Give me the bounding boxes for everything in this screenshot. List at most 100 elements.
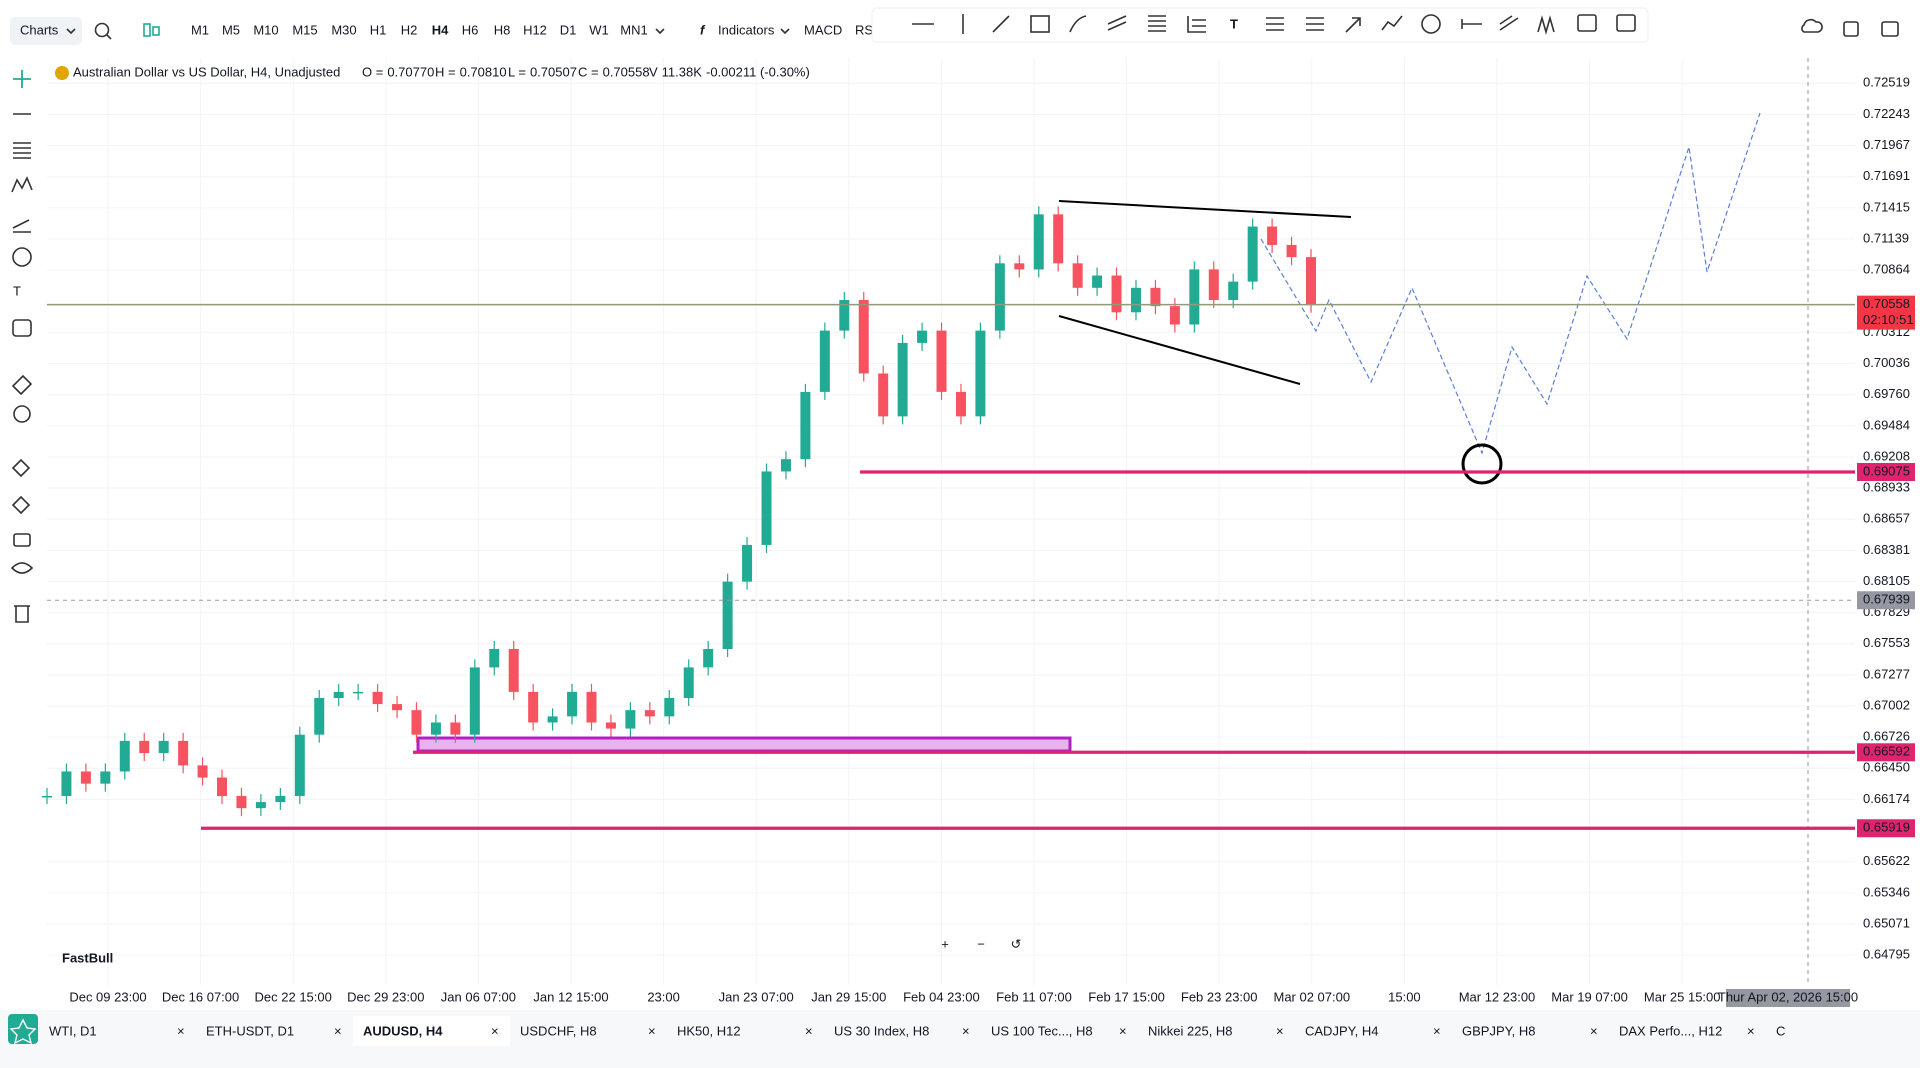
timeframe-button[interactable]: D1 bbox=[560, 22, 577, 37]
tab-label[interactable]: C bbox=[1776, 1023, 1785, 1038]
tab-close[interactable]: × bbox=[1590, 1023, 1598, 1038]
tab-close[interactable]: × bbox=[334, 1023, 342, 1038]
left-toolbar: T bbox=[10, 70, 34, 623]
candle bbox=[858, 300, 869, 374]
tab-close[interactable]: × bbox=[1276, 1023, 1284, 1038]
time-tick-label: Dec 16 07:00 bbox=[162, 989, 239, 1004]
candle bbox=[683, 667, 694, 698]
time-tick-label: Jan 23 07:00 bbox=[719, 989, 794, 1004]
timeframe-button[interactable]: MN1 bbox=[620, 22, 647, 37]
timeframe-button[interactable]: H2 bbox=[401, 22, 418, 37]
candle bbox=[80, 771, 91, 784]
timeframe-button[interactable]: H8 bbox=[494, 22, 511, 37]
candle bbox=[275, 795, 286, 803]
timeframe-button[interactable]: H6 bbox=[462, 22, 479, 37]
timeframe-button[interactable]: W1 bbox=[589, 22, 609, 37]
price-tick-label: 0.70864 bbox=[1863, 262, 1910, 277]
tab-close[interactable]: × bbox=[177, 1023, 185, 1038]
candle bbox=[294, 734, 305, 796]
time-tick-label: Mar 12 23:00 bbox=[1459, 989, 1536, 1004]
timeframe-button[interactable]: M5 bbox=[222, 22, 240, 37]
price-tick-label: 0.67002 bbox=[1863, 697, 1910, 712]
price-tick-label: 0.66450 bbox=[1863, 760, 1910, 775]
candle bbox=[567, 691, 578, 717]
zoom-control[interactable]: − bbox=[977, 936, 985, 951]
ohlc-label: V bbox=[649, 64, 658, 79]
level-price-label: 0.69075 bbox=[1863, 463, 1910, 478]
price-tick-label: 0.67553 bbox=[1863, 635, 1910, 650]
candle bbox=[392, 704, 403, 711]
candle bbox=[722, 581, 733, 650]
price-tick-label: 0.65622 bbox=[1863, 853, 1910, 868]
tab-label[interactable]: USDCHF, H8 bbox=[520, 1023, 597, 1038]
charts-menu[interactable] bbox=[10, 17, 82, 45]
tab-close[interactable]: × bbox=[1119, 1023, 1127, 1038]
candle bbox=[411, 710, 422, 735]
price-tick-label: 0.69760 bbox=[1863, 386, 1910, 401]
time-tick-label: Mar 19 07:00 bbox=[1551, 989, 1628, 1004]
price-tick-label: 0.72519 bbox=[1863, 75, 1910, 90]
price-tick-label: 0.68933 bbox=[1863, 479, 1910, 494]
timeframe-button[interactable]: M15 bbox=[292, 22, 317, 37]
tab-label[interactable]: US 30 Index, H8 bbox=[834, 1023, 929, 1038]
tab-label[interactable]: WTI, D1 bbox=[49, 1023, 97, 1038]
candle bbox=[236, 795, 247, 809]
tab-label[interactable]: CADJPY, H4 bbox=[1305, 1023, 1378, 1038]
tab-label[interactable]: GBPJPY, H8 bbox=[1462, 1023, 1535, 1038]
rs-button[interactable]: RS bbox=[855, 22, 873, 37]
tab-close[interactable]: × bbox=[648, 1023, 656, 1038]
zoom-control[interactable]: + bbox=[941, 936, 949, 951]
charts-menu-label: Charts bbox=[20, 22, 59, 37]
tab-close[interactable]: × bbox=[1433, 1023, 1441, 1038]
tab-label[interactable]: ETH-USDT, D1 bbox=[206, 1023, 294, 1038]
candle bbox=[605, 722, 616, 729]
timeframe-button[interactable]: M30 bbox=[331, 22, 356, 37]
candle bbox=[800, 391, 811, 460]
candle bbox=[1247, 226, 1258, 282]
time-tick-label: Feb 23 23:00 bbox=[1181, 989, 1258, 1004]
macd-button[interactable]: MACD bbox=[804, 22, 842, 37]
candle bbox=[178, 740, 189, 766]
time-tick-label: Jan 29 15:00 bbox=[811, 989, 886, 1004]
candle bbox=[61, 771, 72, 796]
candle bbox=[839, 300, 850, 331]
favorites-button[interactable] bbox=[8, 1014, 38, 1044]
price-tick-label: 0.72243 bbox=[1863, 106, 1910, 121]
candle bbox=[100, 771, 111, 784]
indicators-button[interactable]: Indicators bbox=[718, 22, 775, 37]
tab-label[interactable]: US 100 Tec..., H8 bbox=[991, 1023, 1093, 1038]
price-tick-label: 0.70036 bbox=[1863, 355, 1910, 370]
tab-close[interactable]: × bbox=[491, 1023, 499, 1038]
candle-type-icon[interactable] bbox=[143, 23, 151, 37]
time-tick-label: Dec 29 23:00 bbox=[347, 989, 424, 1004]
candle bbox=[1072, 263, 1083, 288]
candle bbox=[255, 802, 266, 809]
demand-zone bbox=[416, 736, 1072, 753]
timeframe-button[interactable]: M10 bbox=[253, 22, 278, 37]
timeframe-button[interactable]: H12 bbox=[523, 22, 547, 37]
svg-text:T: T bbox=[1230, 16, 1238, 31]
candle bbox=[1267, 226, 1278, 245]
timeframe-button[interactable]: H4 bbox=[432, 22, 449, 37]
candle bbox=[1306, 257, 1316, 305]
timeframe-button[interactable]: M1 bbox=[191, 22, 209, 37]
tab-label[interactable]: DAX Perfo..., H12 bbox=[1619, 1023, 1722, 1038]
candle bbox=[975, 330, 986, 417]
crosshair-price-badge bbox=[1857, 591, 1915, 610]
candle bbox=[139, 740, 150, 754]
symbol-icon bbox=[55, 66, 69, 80]
tab-close[interactable]: × bbox=[962, 1023, 970, 1038]
zoom-control[interactable]: ↺ bbox=[1011, 936, 1022, 951]
tab-close[interactable]: × bbox=[805, 1023, 813, 1038]
tab-label[interactable]: AUDUSD, H4 bbox=[363, 1023, 443, 1038]
crosshair-price-label: 0.67939 bbox=[1863, 592, 1910, 607]
tab-label[interactable]: HK50, H12 bbox=[677, 1023, 741, 1038]
drawing-toolbar: T bbox=[871, 7, 1649, 43]
candle bbox=[1228, 281, 1239, 301]
tab-close[interactable]: × bbox=[1747, 1023, 1755, 1038]
tab-label[interactable]: Nikkei 225, H8 bbox=[1148, 1023, 1233, 1038]
timeframe-button[interactable]: H1 bbox=[370, 22, 387, 37]
candle bbox=[644, 710, 655, 717]
search-icon[interactable] bbox=[94, 22, 110, 38]
time-tick-label: 15:00 bbox=[1388, 989, 1421, 1004]
